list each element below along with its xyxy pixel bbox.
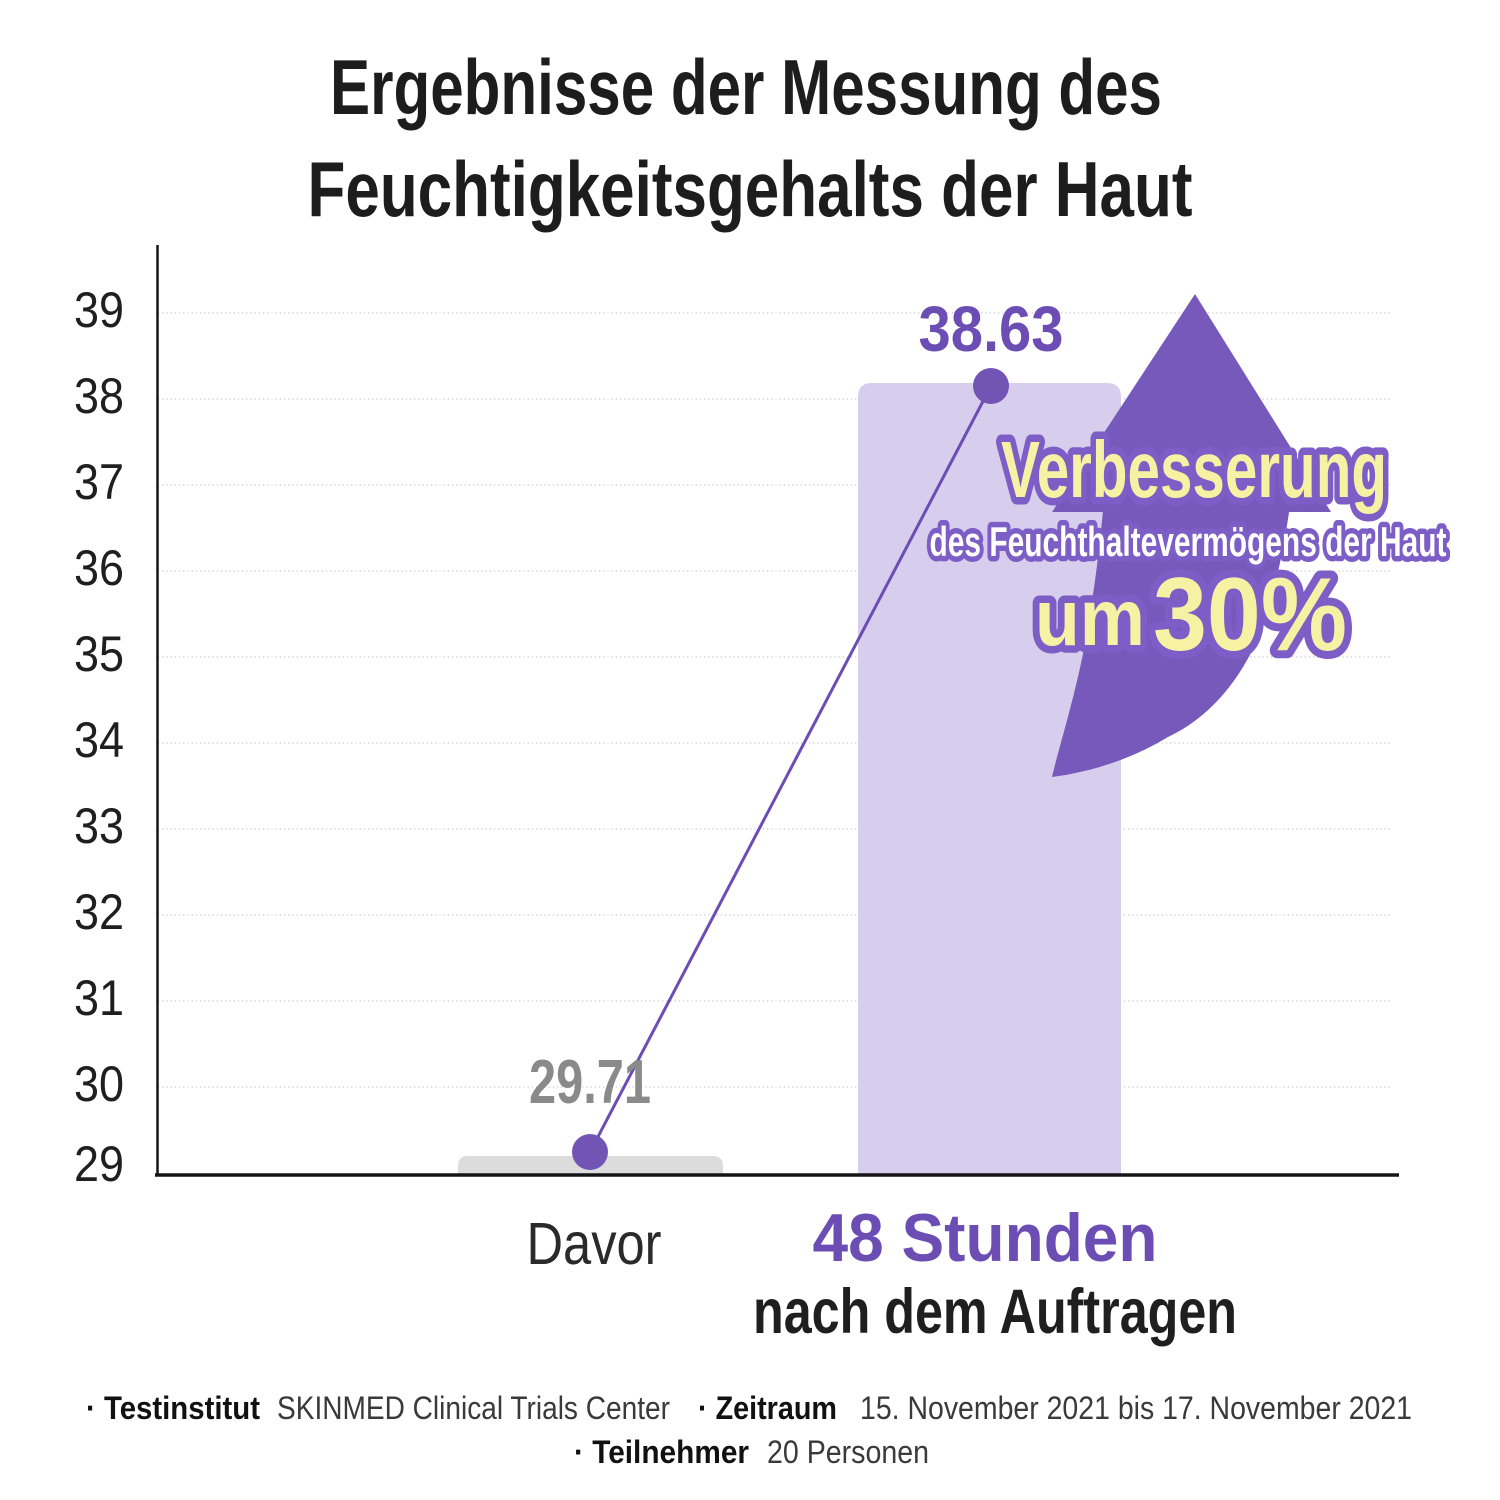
svg-text:Verbesserung: Verbesserung <box>1001 425 1387 514</box>
svg-text:30: 30 <box>74 1056 124 1112</box>
svg-text:Feuchtigkeitsgehalts der Haut: Feuchtigkeitsgehalts der Haut <box>308 145 1193 233</box>
svg-text:39: 39 <box>74 282 124 338</box>
svg-text:31: 31 <box>74 970 124 1026</box>
svg-text:· Zeitraum: · Zeitraum <box>698 1390 837 1426</box>
svg-text:um: um <box>1035 573 1145 662</box>
svg-text:30%: 30% <box>1153 557 1347 673</box>
svg-text:Ergebnisse der Messung des: Ergebnisse der Messung des <box>330 43 1162 131</box>
svg-text:48 Stunden: 48 Stunden <box>813 1200 1158 1276</box>
svg-text:15. November 2021 bis 17. Nove: 15. November 2021 bis 17. November 2021 <box>860 1390 1412 1426</box>
svg-text:35: 35 <box>74 626 124 682</box>
svg-text:29.71: 29.71 <box>529 1048 651 1117</box>
svg-text:· Testinstitut: · Testinstitut <box>86 1390 260 1426</box>
svg-text:nach dem Auftragen: nach dem Auftragen <box>753 1277 1237 1347</box>
svg-text:SKINMED Clinical Trials Center: SKINMED Clinical Trials Center <box>277 1390 670 1426</box>
svg-text:37: 37 <box>74 454 124 510</box>
svg-text:33: 33 <box>74 798 124 854</box>
svg-text:38: 38 <box>74 368 124 424</box>
svg-text:des Feuchthaltevermögens der H: des Feuchthaltevermögens der Haut <box>930 518 1447 565</box>
svg-text:38.63: 38.63 <box>919 293 1064 365</box>
svg-text:32: 32 <box>74 884 124 940</box>
svg-text:20 Personen: 20 Personen <box>767 1434 929 1470</box>
svg-text:Davor: Davor <box>527 1211 662 1277</box>
svg-text:36: 36 <box>74 540 124 596</box>
svg-text:34: 34 <box>74 712 124 768</box>
svg-text:· Teilnehmer: · Teilnehmer <box>574 1434 749 1470</box>
svg-text:29: 29 <box>74 1136 124 1192</box>
